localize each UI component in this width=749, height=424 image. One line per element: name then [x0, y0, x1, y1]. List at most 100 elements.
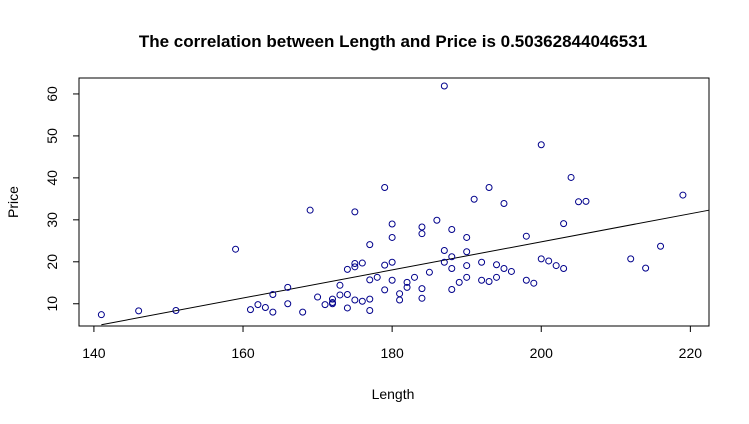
data-point: [500, 199, 508, 207]
data-point: [381, 261, 389, 269]
data-point: [440, 258, 448, 266]
y-tick-label: 40: [44, 170, 60, 186]
data-point: [425, 268, 433, 276]
data-point: [440, 246, 448, 254]
data-point: [388, 233, 396, 241]
data-point: [485, 278, 493, 286]
data-point: [522, 232, 530, 240]
data-point: [358, 259, 366, 267]
data-point: [97, 311, 105, 319]
regression-line: [101, 209, 710, 326]
data-point: [388, 276, 396, 284]
plot-frame: [78, 77, 710, 327]
data-point: [343, 291, 351, 299]
data-point: [560, 220, 568, 228]
data-point: [135, 307, 143, 315]
regression-line-group: [101, 209, 710, 326]
data-point: [493, 261, 501, 269]
data-point: [537, 255, 545, 263]
data-point: [567, 173, 575, 181]
data-point: [478, 258, 486, 266]
data-point: [306, 206, 314, 214]
data-point: [269, 308, 277, 316]
data-point: [343, 304, 351, 312]
y-tick-label: 60: [44, 86, 60, 102]
data-point: [269, 291, 277, 299]
data-point: [366, 276, 374, 284]
data-point: [403, 278, 411, 286]
y-tick-label: 10: [44, 296, 60, 312]
data-point: [448, 225, 456, 233]
data-point: [478, 276, 486, 284]
data-point: [470, 195, 478, 203]
data-point: [463, 262, 471, 270]
x-tick-label: 220: [679, 345, 703, 361]
data-point: [507, 267, 515, 275]
data-point: [321, 301, 329, 309]
x-tick-label: 160: [231, 345, 255, 361]
data-point: [657, 242, 665, 250]
data-point: [418, 223, 426, 231]
data-point: [642, 264, 650, 272]
data-point: [627, 255, 635, 263]
data-point: [314, 293, 322, 301]
x-tick-label: 140: [82, 345, 106, 361]
data-point: [328, 295, 336, 303]
data-point: [403, 283, 411, 291]
data-point: [463, 273, 471, 281]
data-point: [388, 258, 396, 266]
data-point: [448, 285, 456, 293]
data-point: [440, 82, 448, 90]
data-point: [530, 279, 538, 287]
data-point: [366, 306, 374, 314]
data-point: [485, 184, 493, 192]
data-point: [366, 241, 374, 249]
data-point: [381, 286, 389, 294]
x-tick-label: 200: [530, 345, 554, 361]
y-tick-label: 30: [44, 212, 60, 228]
data-point: [284, 283, 292, 291]
data-point: [493, 273, 501, 281]
data-point: [560, 265, 568, 273]
data-point: [575, 198, 583, 206]
data-point: [433, 216, 441, 224]
data-point: [418, 294, 426, 302]
data-point: [582, 197, 590, 205]
data-point: [336, 291, 344, 299]
data-point: [232, 245, 240, 253]
data-point: [500, 265, 508, 273]
data-point: [336, 281, 344, 289]
data-point: [537, 141, 545, 149]
data-point: [545, 257, 553, 265]
y-axis-label: Price: [5, 186, 21, 218]
x-tick-label: 180: [380, 345, 404, 361]
data-point: [351, 296, 359, 304]
data-point: [418, 285, 426, 293]
data-point: [343, 265, 351, 273]
data-point: [552, 262, 560, 270]
data-points: [97, 82, 687, 319]
data-point: [411, 273, 419, 281]
data-point: [358, 297, 366, 305]
data-point: [522, 276, 530, 284]
data-point: [448, 253, 456, 261]
data-point: [254, 301, 262, 309]
data-point: [463, 248, 471, 256]
x-axis-label: Length: [372, 386, 415, 402]
data-point: [284, 300, 292, 308]
data-point: [351, 208, 359, 216]
data-point: [299, 308, 307, 316]
data-point: [351, 259, 359, 267]
x-axis: 140 160 180 200 220: [82, 325, 703, 361]
data-point: [455, 278, 463, 286]
data-point: [396, 290, 404, 298]
data-point: [172, 306, 180, 314]
data-point: [418, 230, 426, 238]
data-point: [328, 300, 336, 308]
data-point: [448, 265, 456, 273]
y-tick-label: 50: [44, 128, 60, 144]
data-point: [351, 263, 359, 271]
data-point: [246, 306, 254, 314]
data-point: [388, 220, 396, 228]
